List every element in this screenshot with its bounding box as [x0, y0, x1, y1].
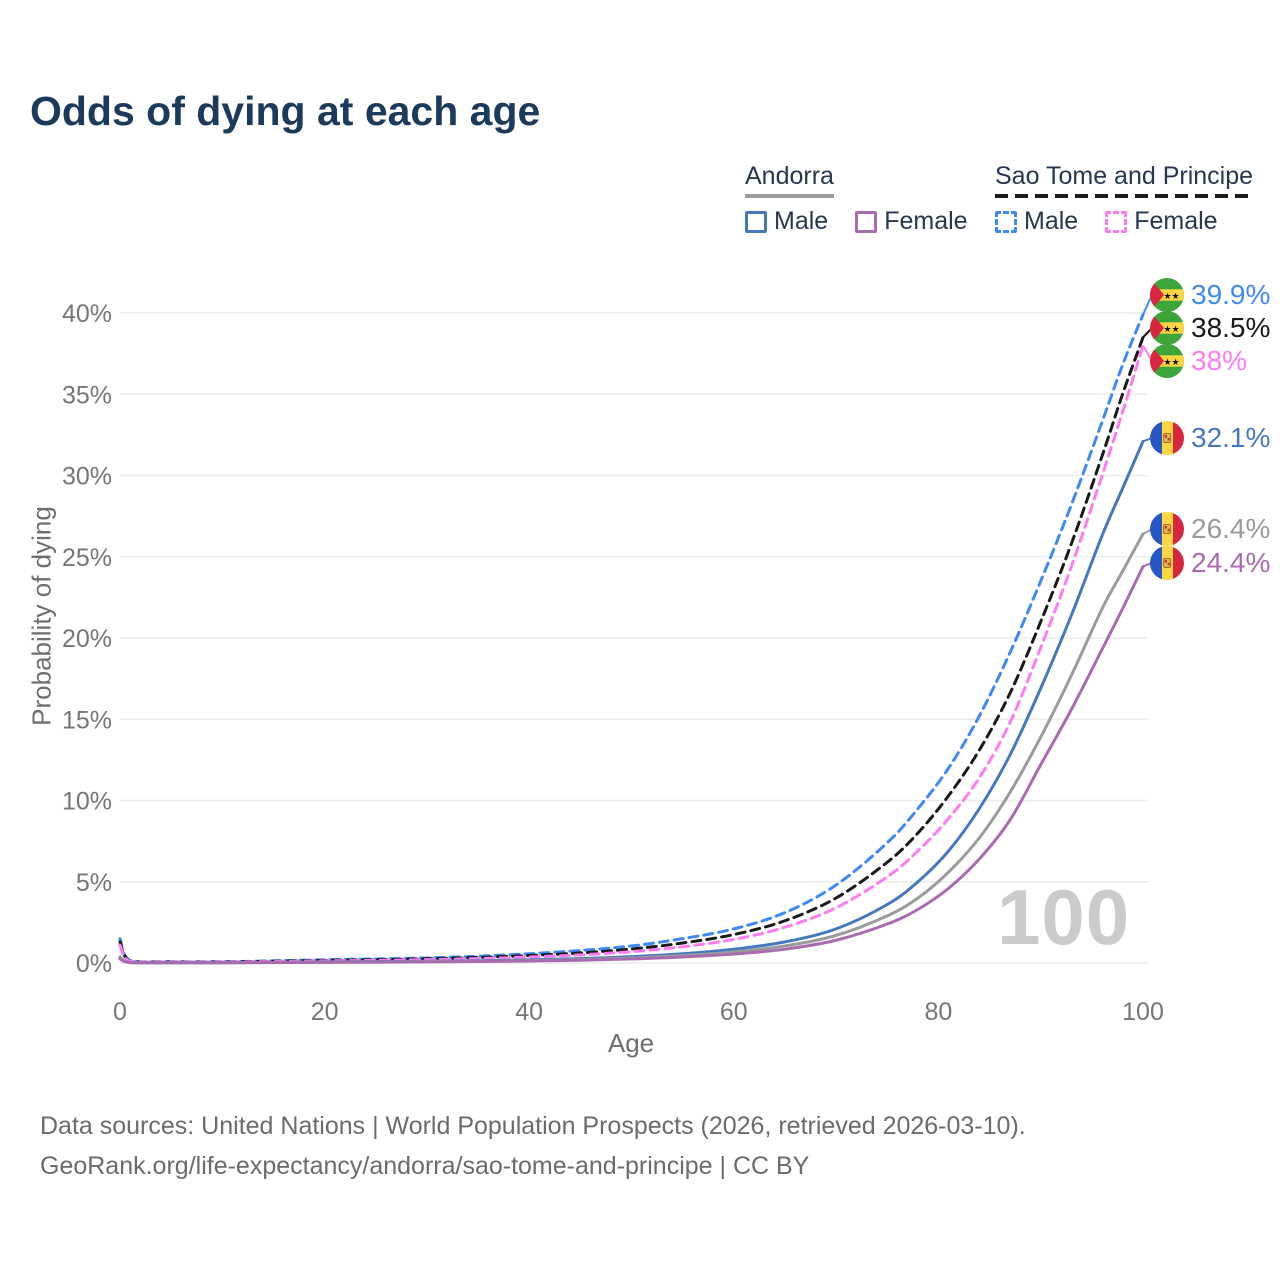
flag-andorra-icon: [1150, 546, 1184, 580]
x-tick-label: 80: [924, 998, 952, 1026]
flag-andorra-icon: [1150, 421, 1184, 455]
legend-item-sao-tome-female[interactable]: Female: [1105, 207, 1218, 236]
x-tick-label: 20: [311, 998, 339, 1026]
legend-group-andorra: Andorra Male Female: [745, 162, 968, 236]
series-line-andorra-male[interactable]: [118, 439, 1145, 965]
y-tick-label: 15%: [62, 706, 112, 734]
x-tick-label: 60: [720, 998, 748, 1026]
legend-underline-andorra: [745, 194, 834, 198]
svg-text:★: ★: [1163, 291, 1171, 301]
y-tick-label: 20%: [62, 625, 112, 653]
y-tick-label: 40%: [62, 300, 112, 328]
chart-title: Odds of dying at each age: [30, 88, 541, 134]
legend-label-andorra-male: Male: [774, 207, 829, 235]
legend-underline-sao-tome-and-principe: [995, 194, 1254, 198]
footer: Data sources: United Nations | World Pop…: [40, 1106, 1026, 1186]
svg-text:★: ★: [1171, 291, 1179, 301]
y-tick-label: 35%: [62, 381, 112, 409]
flag-andorra-icon: [1150, 512, 1184, 546]
x-tick-label: 40: [515, 998, 543, 1026]
svg-text:★: ★: [1163, 324, 1171, 334]
end-label-andorra-male: 32.1%: [1150, 421, 1270, 455]
legend-item-andorra-male[interactable]: Male: [745, 207, 828, 236]
flag-sao-tome-and-principe-icon: ★ ★: [1150, 278, 1184, 312]
legend-swatch-andorra-female-icon: [855, 210, 878, 233]
svg-text:★: ★: [1163, 357, 1171, 367]
end-label-value: 39.9%: [1191, 279, 1271, 310]
legend-swatch-sao-tome-female-icon: [1105, 210, 1128, 233]
end-label-value: 32.1%: [1191, 422, 1271, 453]
legend-label-andorra-female: Female: [884, 207, 968, 235]
x-axis-title: Age: [607, 1028, 655, 1058]
end-label-andorra-female: 24.4%: [1150, 546, 1270, 580]
legend-swatch-andorra-male-icon: [745, 210, 767, 233]
series-line-andorra-both-sexes[interactable]: [118, 532, 1145, 965]
y-tick-label: 5%: [76, 869, 112, 897]
x-tick-label: 0: [113, 998, 127, 1026]
flag-sao-tome-and-principe-icon: ★ ★: [1150, 311, 1184, 345]
footer-data-sources: Data sources: United Nations | World Pop…: [40, 1112, 1026, 1140]
series-line-sao-tome-and-principe-both-sexes[interactable]: [118, 335, 1145, 964]
svg-text:★: ★: [1171, 357, 1179, 367]
svg-text:★: ★: [1171, 324, 1179, 334]
legend-title-andorra: Andorra: [745, 162, 834, 190]
end-label-value: 38.5%: [1191, 312, 1271, 343]
end-label-andorra-both: 26.4%: [1150, 512, 1270, 546]
end-label-value: 24.4%: [1191, 547, 1271, 578]
y-tick-label: 30%: [62, 463, 112, 491]
end-label-value: 26.4%: [1191, 513, 1271, 544]
end-label-sao-tome-female: ★ ★ 38%: [1150, 344, 1247, 378]
x-tick-label: 100: [1122, 998, 1164, 1026]
legend-label-sao-tome-male: Male: [1024, 207, 1079, 235]
age-watermark: 100: [997, 873, 1131, 961]
legend-group-sao-tome-and-principe: Sao Tome and Principe Male Female: [995, 162, 1254, 236]
legend-item-andorra-female[interactable]: Female: [855, 207, 968, 236]
end-label-sao-tome-male: ★ ★ 39.9%: [1150, 278, 1270, 312]
end-label-sao-tome-both: ★ ★ 38.5%: [1150, 311, 1270, 345]
y-axis-title: Probability of dying: [26, 506, 57, 726]
legend-swatch-sao-tome-male-icon: [995, 210, 1017, 233]
end-label-value: 38%: [1191, 345, 1248, 376]
y-tick-label: 10%: [62, 788, 112, 816]
footer-attribution-link: GeoRank.org/life-expectancy/andorra/sao-…: [40, 1152, 810, 1180]
y-tick-label: 0%: [76, 950, 112, 978]
series-line-andorra-female[interactable]: [118, 565, 1145, 965]
flag-sao-tome-and-principe-icon: ★ ★: [1150, 344, 1184, 378]
y-tick-label: 25%: [62, 544, 112, 572]
legend-title-sao-tome-and-principe: Sao Tome and Principe: [995, 162, 1254, 190]
legend-label-sao-tome-female: Female: [1134, 207, 1218, 235]
legend-item-sao-tome-male[interactable]: Male: [995, 207, 1078, 236]
series-line-sao-tome-and-principe-female[interactable]: [118, 344, 1145, 964]
